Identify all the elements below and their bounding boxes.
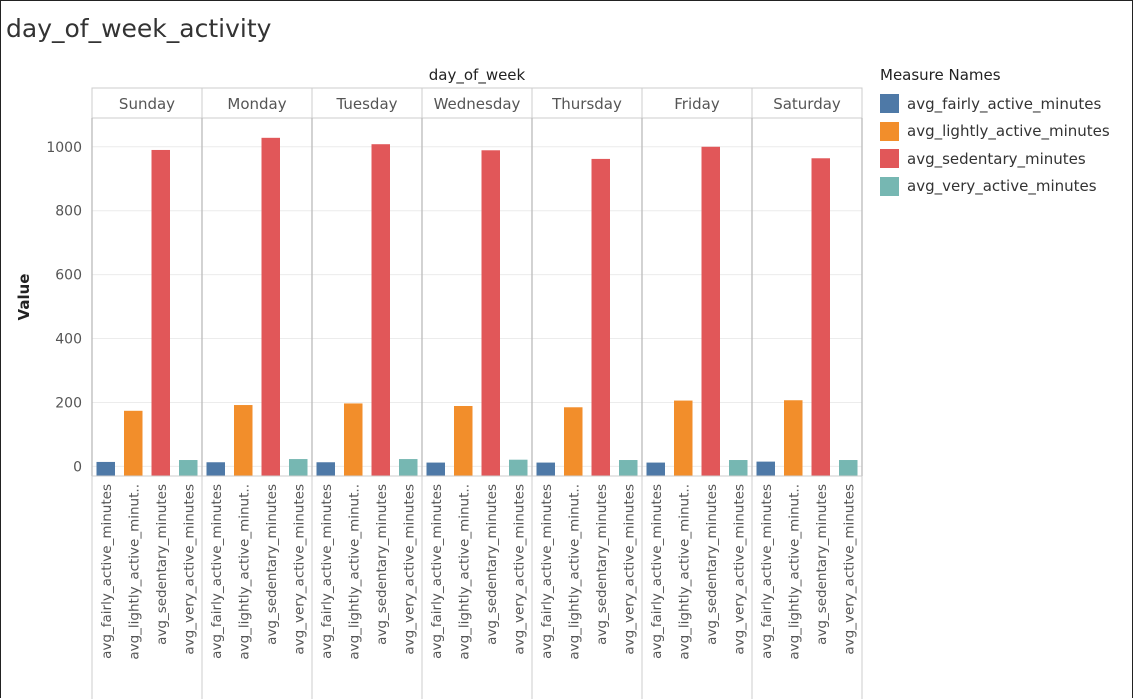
x-tick-label: avg_very_active_minutes <box>511 484 527 655</box>
bar-avg_lightly_active_minutes <box>454 405 473 476</box>
panel-label: Tuesday <box>335 95 397 113</box>
x-tick-label: avg_lightly_active_minut.. <box>126 484 142 660</box>
bar-avg_very_active_minutes <box>179 460 198 476</box>
x-tick-label: avg_fairly_active_minutes <box>209 484 225 659</box>
bar-avg_lightly_active_minutes <box>124 410 143 476</box>
panel-label: Friday <box>674 95 720 113</box>
bar-avg_fairly_active_minutes <box>96 461 115 476</box>
bar-avg_lightly_active_minutes <box>564 407 583 476</box>
x-tick-label: avg_fairly_active_minutes <box>649 484 665 659</box>
y-tick-label: 600 <box>55 268 82 284</box>
x-tick-label: avg_sedentary_minutes <box>814 484 830 645</box>
x-tick-label: avg_very_active_minutes <box>291 484 307 655</box>
bar-avg_fairly_active_minutes <box>206 462 225 476</box>
x-tick-label: avg_very_active_minutes <box>401 484 417 655</box>
legend-swatch <box>880 149 899 169</box>
x-tick-label: avg_lightly_active_minut.. <box>236 484 252 660</box>
panel-header-box <box>91 87 863 119</box>
legend-swatch <box>880 94 899 114</box>
panel-label: Sunday <box>119 95 175 113</box>
bar-avg_sedentary_minutes <box>151 149 170 476</box>
bar-avg_lightly_active_minutes <box>344 403 363 476</box>
panel-label: Wednesday <box>434 95 521 113</box>
bar-avg_very_active_minutes <box>509 459 528 476</box>
legend-label: avg_very_active_minutes <box>907 177 1097 196</box>
panel-label: Saturday <box>773 95 841 113</box>
y-tick-label: 400 <box>55 332 82 348</box>
legend-swatch <box>880 121 899 141</box>
bar-avg_fairly_active_minutes <box>756 461 775 476</box>
column-header-title: day_of_week <box>429 66 526 85</box>
bar-avg_fairly_active_minutes <box>316 462 335 476</box>
x-tick-label: avg_sedentary_minutes <box>374 484 390 645</box>
bar-avg_sedentary_minutes <box>261 137 280 476</box>
legend-label: avg_lightly_active_minutes <box>907 122 1110 141</box>
y-tick-label: 800 <box>55 204 82 220</box>
x-tick-label: avg_sedentary_minutes <box>154 484 170 645</box>
y-tick-label: 0 <box>73 459 82 475</box>
legend-item[interactable]: avg_lightly_active_minutes <box>880 118 1110 146</box>
legend-item[interactable]: avg_fairly_active_minutes <box>880 90 1110 118</box>
x-tick-label: avg_lightly_active_minut.. <box>456 484 472 660</box>
page-title: day_of_week_activity <box>6 14 272 43</box>
bar-avg_lightly_active_minutes <box>784 400 803 476</box>
x-tick-label: avg_lightly_active_minut.. <box>786 484 802 660</box>
legend-label: avg_fairly_active_minutes <box>907 94 1102 113</box>
x-tick-label: avg_fairly_active_minutes <box>319 484 335 659</box>
bar-avg_fairly_active_minutes <box>646 462 665 476</box>
bar-avg_very_active_minutes <box>729 460 748 476</box>
bar-avg_sedentary_minutes <box>371 144 390 477</box>
x-tick-label: avg_very_active_minutes <box>621 484 637 655</box>
x-tick-label: avg_lightly_active_minut.. <box>346 484 362 660</box>
bar-avg_sedentary_minutes <box>591 158 610 476</box>
bar-avg_very_active_minutes <box>839 460 858 476</box>
bar-avg_fairly_active_minutes <box>536 462 555 476</box>
panel-label: Monday <box>227 95 286 113</box>
y-axis-label: Value <box>15 274 33 321</box>
legend-item[interactable]: avg_very_active_minutes <box>880 173 1110 201</box>
legend-label: avg_sedentary_minutes <box>907 149 1086 168</box>
x-tick-label: avg_very_active_minutes <box>181 484 197 655</box>
x-tick-label: avg_sedentary_minutes <box>264 484 280 645</box>
x-tick-label: avg_sedentary_minutes <box>594 484 610 645</box>
legend-item[interactable]: avg_sedentary_minutes <box>880 145 1110 173</box>
legend-swatch <box>880 176 899 196</box>
x-tick-label: avg_very_active_minutes <box>731 484 747 655</box>
bar-avg_lightly_active_minutes <box>674 400 693 476</box>
y-tick-label: 1000 <box>46 140 82 156</box>
bar-avg_sedentary_minutes <box>481 150 500 476</box>
x-tick-label: avg_lightly_active_minut.. <box>566 484 582 660</box>
x-tick-label: avg_fairly_active_minutes <box>759 484 775 659</box>
bar-avg_very_active_minutes <box>399 459 418 476</box>
x-tick-label: avg_very_active_minutes <box>841 484 857 655</box>
x-tick-label: avg_fairly_active_minutes <box>539 484 555 659</box>
bar-avg_sedentary_minutes <box>811 158 830 476</box>
bar-avg_sedentary_minutes <box>701 146 720 476</box>
legend-title: Measure Names <box>880 66 1001 84</box>
x-tick-label: avg_fairly_active_minutes <box>429 484 445 659</box>
x-tick-label: avg_sedentary_minutes <box>704 484 720 645</box>
panel-label: Thursday <box>551 95 622 113</box>
bar-avg_lightly_active_minutes <box>234 405 253 476</box>
y-tick-label: 200 <box>55 395 82 411</box>
bar-avg_fairly_active_minutes <box>426 462 445 476</box>
bar-avg_very_active_minutes <box>289 459 308 476</box>
bar-avg_very_active_minutes <box>619 460 638 476</box>
x-tick-label: avg_lightly_active_minut.. <box>676 484 692 660</box>
x-tick-label: avg_sedentary_minutes <box>484 484 500 645</box>
x-tick-label: avg_fairly_active_minutes <box>99 484 115 659</box>
